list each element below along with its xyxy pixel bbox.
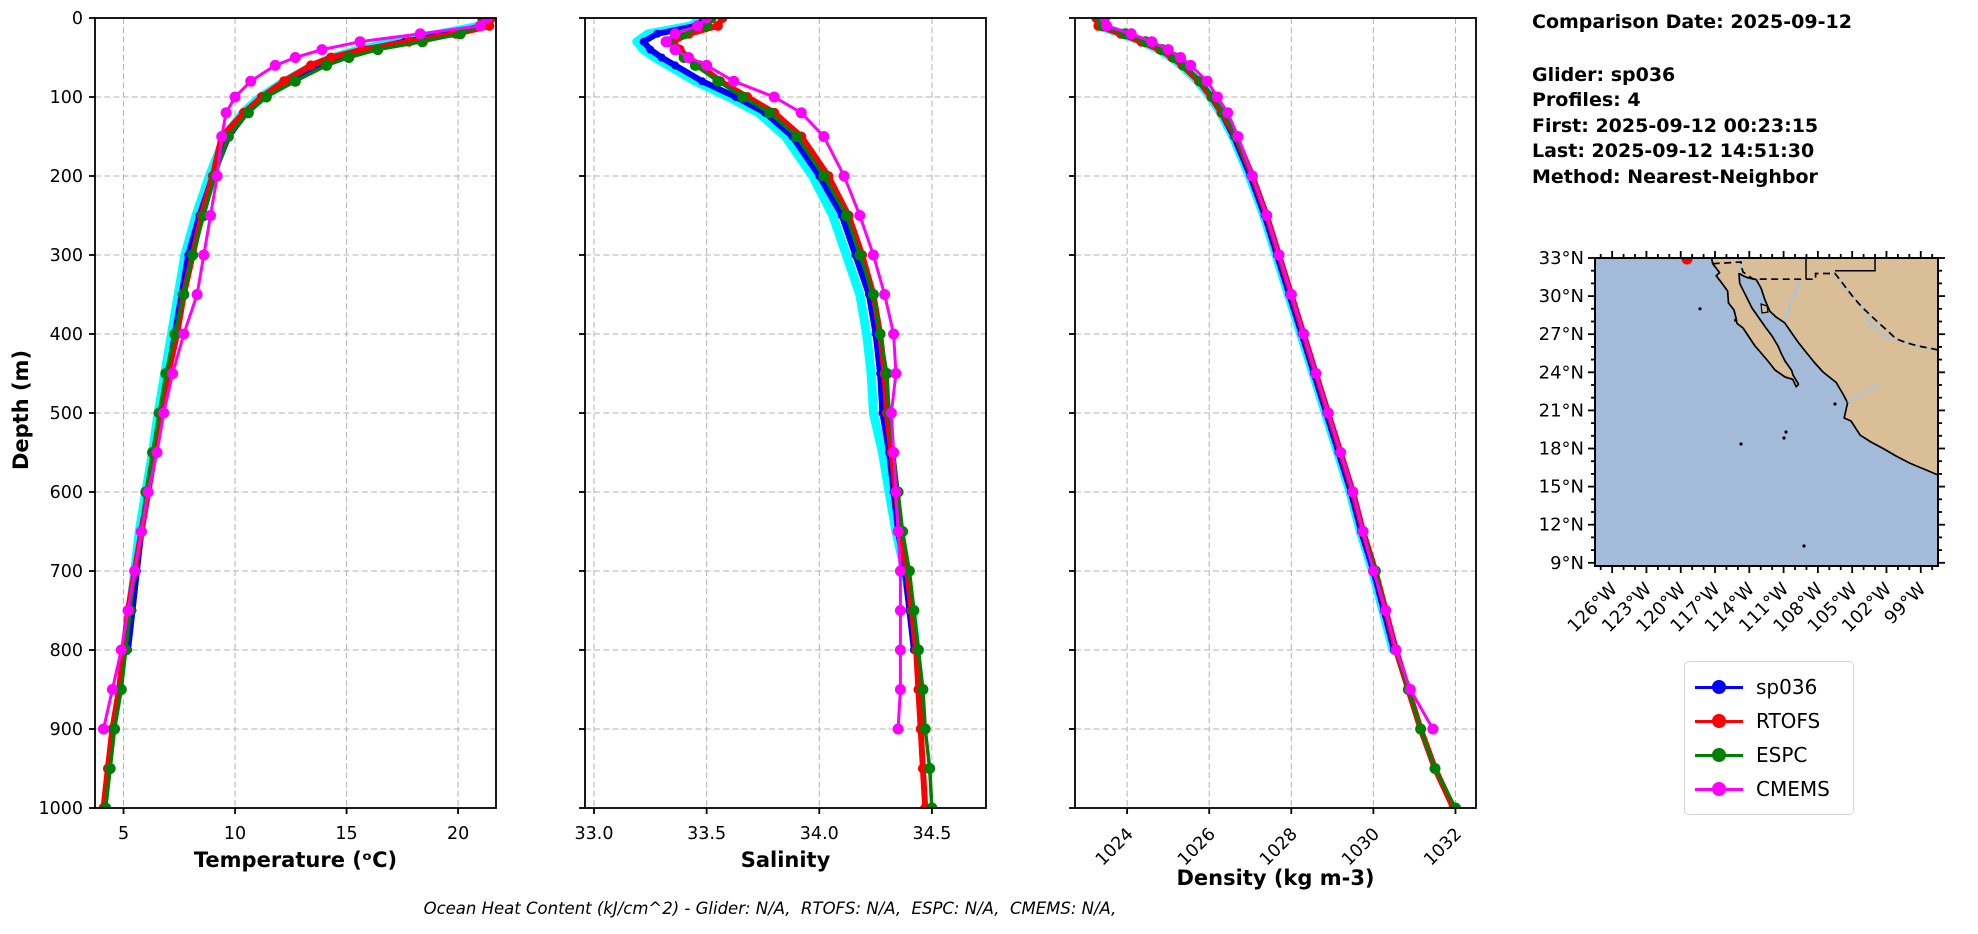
svg-text:500: 500	[50, 404, 83, 424]
CMEMS-salinity-markers	[660, 18, 906, 735]
map-us-mexico-border	[1712, 261, 1938, 351]
ESPC-line-sample-icon	[1695, 747, 1743, 763]
svg-text:800: 800	[50, 641, 83, 661]
comparison-info-panel: Comparison Date: 2025-09-12 Glider: sp03…	[1532, 10, 1852, 190]
svg-text:1032: 1032	[1420, 824, 1466, 870]
glider-raw-salinity-line	[632, 18, 921, 655]
CMEMS-line-sample-icon	[1695, 781, 1743, 797]
depth-axis-label: Depth (m)	[9, 349, 33, 471]
density-axis-label: Density (kg m-3)	[1176, 866, 1375, 890]
legend-item-CMEMS: CMEMS	[1685, 772, 1853, 806]
svg-text:33°N: 33°N	[1539, 250, 1584, 269]
axes-frame	[89, 17, 497, 814]
profiles-count-text: Profiles: 4	[1532, 89, 1641, 111]
svg-text:18°N: 18°N	[1539, 439, 1584, 460]
svg-text:300: 300	[50, 246, 83, 266]
legend-label: CMEMS	[1756, 777, 1830, 801]
svg-text:21°N: 21°N	[1539, 400, 1584, 421]
legend-label: ESPC	[1756, 743, 1808, 767]
svg-text:700: 700	[50, 562, 83, 582]
svg-text:400: 400	[50, 325, 83, 345]
map-island-dot	[1782, 436, 1786, 440]
svg-text:30°N: 30°N	[1539, 286, 1584, 307]
comparison-date-text: Comparison Date: 2025-09-12	[1532, 11, 1852, 33]
svg-text:10: 10	[224, 824, 246, 844]
svg-text:33.5: 33.5	[687, 824, 726, 844]
svg-text:12°N: 12°N	[1539, 515, 1584, 536]
svg-text:34.0: 34.0	[800, 824, 839, 844]
svg-text:34.5: 34.5	[912, 824, 951, 844]
svg-text:900: 900	[50, 720, 83, 740]
svg-text:1026: 1026	[1174, 824, 1220, 870]
svg-text:1024: 1024	[1092, 824, 1138, 870]
axes-frame	[579, 17, 987, 814]
svg-text:24°N: 24°N	[1539, 362, 1584, 383]
svg-text:27°N: 27°N	[1539, 324, 1584, 345]
temperature-axis-label: Temperature (ᵒC)	[193, 848, 398, 872]
sp036-line-sample-icon	[1695, 679, 1743, 695]
grid-lines	[1075, 18, 1476, 809]
axes-frame	[1069, 17, 1477, 814]
first-profile-time-text: First: 2025-09-12 00:23:15	[1532, 114, 1819, 137]
map-state-borders	[1805, 258, 1876, 279]
map-island-dot	[1802, 544, 1806, 548]
svg-text:600: 600	[50, 483, 83, 503]
svg-text:15: 15	[335, 824, 357, 844]
legend-item-RTOFS: RTOFS	[1685, 704, 1853, 738]
tick-labels: 33.0 33.5 34.0 34.5	[575, 824, 952, 844]
map-island-dot	[1698, 307, 1702, 311]
legend-item-ESPC: ESPC	[1685, 738, 1853, 772]
density-plot: 1024 1026 1028 1030 1032	[1069, 17, 1477, 870]
svg-text:1030: 1030	[1338, 824, 1384, 870]
method-text: Method: Nearest-Neighbor	[1532, 165, 1818, 188]
svg-text:100: 100	[50, 88, 83, 108]
map-island-dot	[1784, 430, 1788, 434]
glider-position-marker	[1681, 258, 1693, 265]
svg-text:1000: 1000	[38, 799, 83, 819]
ESPC-temperature-line	[103, 18, 485, 808]
last-profile-time-text: Last: 2025-09-12 14:51:30	[1532, 140, 1815, 162]
map-island-dot	[1734, 318, 1738, 322]
map-frame	[1594, 257, 1939, 567]
legend: sp036 RTOFS ESPC CMEMS	[1684, 661, 1854, 815]
map-island-tiburon	[1760, 303, 1769, 314]
salinity-plot: 33.0 33.5 34.0 34.5	[575, 17, 987, 844]
map-island-dot	[1833, 402, 1837, 406]
svg-text:1028: 1028	[1256, 824, 1302, 870]
svg-text:9°N: 9°N	[1550, 553, 1584, 574]
ohc-caption: Ocean Heat Content (kJ/cm^2) - Glider: N…	[423, 899, 1117, 918]
svg-text:200: 200	[50, 167, 83, 187]
map-land	[1710, 258, 1938, 476]
location-map: 33°N30°N27°N24°N21°N18°N15°N12°N9°N126°W…	[1539, 250, 1945, 637]
svg-text:0: 0	[72, 9, 83, 29]
RTOFS-line-sample-icon	[1695, 713, 1743, 729]
svg-text:5: 5	[118, 824, 129, 844]
CMEMS-density-markers	[1099, 18, 1439, 735]
svg-text:20: 20	[447, 824, 469, 844]
legend-label: sp036	[1756, 675, 1818, 699]
legend-item-sp036: sp036	[1685, 670, 1853, 704]
salinity-axis-label: Salinity	[740, 848, 831, 872]
map-island-dot	[1739, 442, 1743, 446]
svg-text:33.0: 33.0	[575, 824, 614, 844]
RTOFS-density-markers	[1091, 18, 1459, 808]
tick-labels: 1024 1026 1028 1030 1032	[1092, 824, 1466, 870]
svg-text:15°N: 15°N	[1539, 477, 1584, 498]
glider-name-text: Glider: sp036	[1532, 63, 1676, 86]
CMEMS-temperature-markers	[98, 18, 493, 735]
legend-label: RTOFS	[1756, 709, 1821, 733]
map-ticks	[1588, 251, 1945, 573]
